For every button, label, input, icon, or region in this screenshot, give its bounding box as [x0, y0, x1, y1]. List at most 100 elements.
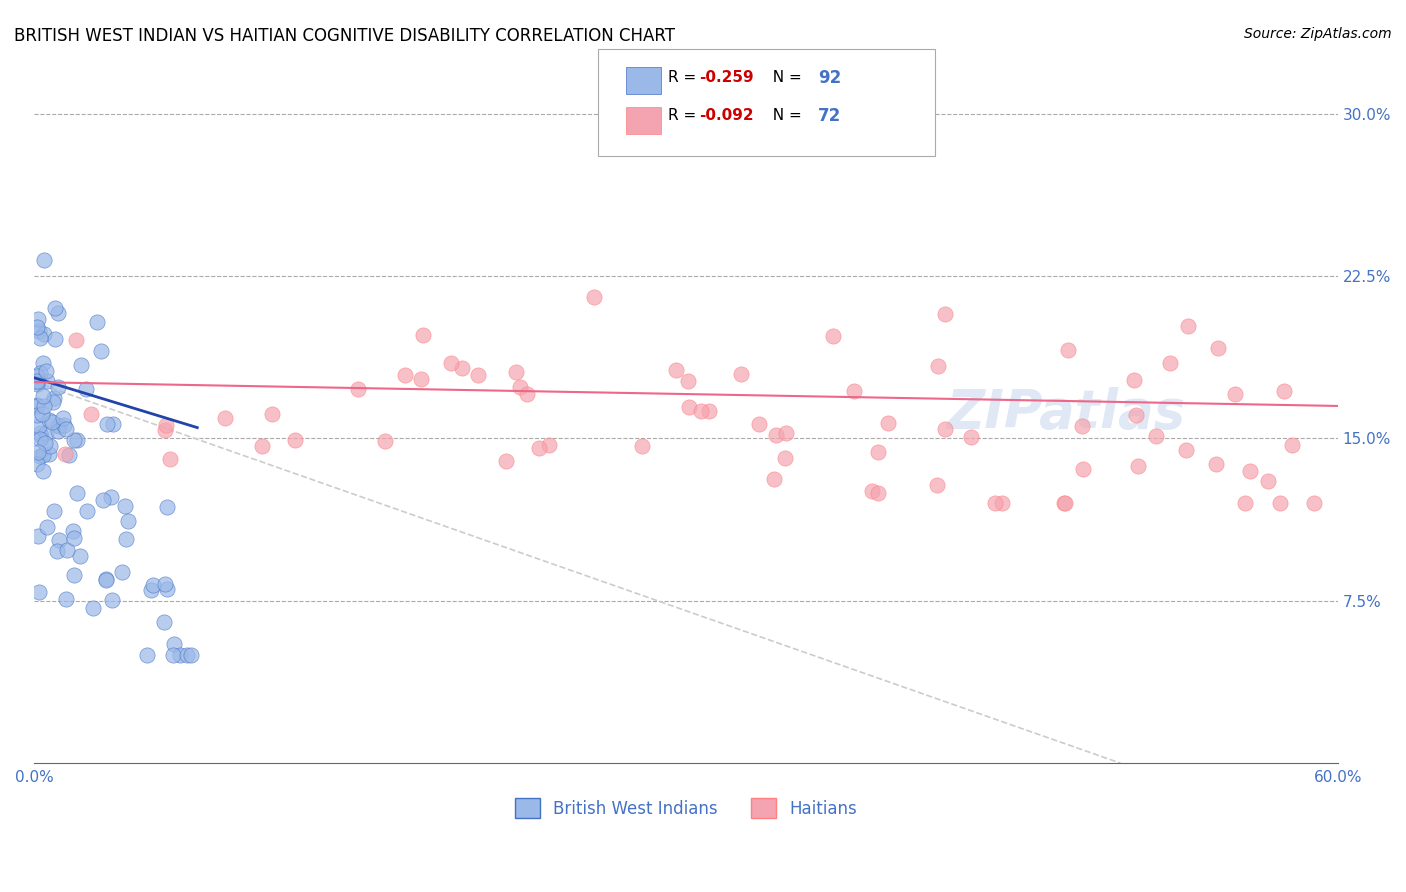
- Point: [156, 500, 179, 515]
- Point: [1073, 462, 1095, 476]
- Point: [28, 331, 51, 345]
- Point: [467, 368, 489, 382]
- Point: [665, 363, 688, 377]
- Point: [699, 404, 721, 418]
- Point: [156, 582, 179, 597]
- Point: [823, 328, 845, 343]
- Point: [1233, 496, 1256, 510]
- Point: [48, 533, 70, 548]
- Point: [44, 301, 66, 315]
- Point: [1122, 373, 1144, 387]
- Point: [28, 425, 51, 440]
- Text: BRITISH WEST INDIAN VS HAITIAN COGNITIVE DISABILITY CORRELATION CHART: BRITISH WEST INDIAN VS HAITIAN COGNITIVE…: [14, 27, 675, 45]
- Point: [46, 380, 69, 394]
- Point: [983, 496, 1005, 510]
- Point: [31, 388, 53, 402]
- Point: [176, 648, 198, 662]
- Point: [934, 422, 956, 436]
- Point: [374, 434, 396, 449]
- Point: [53, 417, 76, 432]
- Point: [32, 356, 55, 370]
- Point: [44, 332, 66, 346]
- Point: [32, 326, 55, 341]
- Point: [35, 374, 58, 388]
- Point: [52, 410, 75, 425]
- Point: [765, 428, 787, 442]
- Point: [27, 311, 49, 326]
- Point: [1053, 496, 1076, 510]
- Point: [114, 533, 136, 547]
- Point: [1281, 437, 1303, 451]
- Point: [25, 320, 48, 334]
- Point: [730, 367, 752, 381]
- Point: [70, 358, 93, 372]
- Point: [934, 307, 956, 321]
- Point: [866, 445, 889, 459]
- Point: [75, 382, 97, 396]
- Point: [25, 408, 48, 422]
- Point: [153, 577, 176, 591]
- Point: [440, 356, 463, 370]
- Point: [38, 413, 60, 427]
- Point: [93, 492, 115, 507]
- Point: [505, 365, 527, 379]
- Point: [94, 574, 117, 588]
- Point: [76, 504, 98, 518]
- Point: [28, 432, 51, 446]
- Point: [27, 529, 49, 543]
- Point: [25, 400, 48, 414]
- Point: [86, 315, 108, 329]
- Point: [25, 369, 48, 384]
- Point: [495, 454, 517, 468]
- Point: [46, 306, 69, 320]
- Point: [155, 417, 177, 432]
- Point: [775, 425, 797, 440]
- Point: [32, 253, 55, 268]
- Point: [25, 398, 48, 412]
- Point: [28, 324, 51, 338]
- Point: [31, 408, 53, 422]
- Point: [142, 578, 165, 592]
- Point: [62, 434, 84, 448]
- Point: [451, 361, 474, 376]
- Point: [162, 648, 184, 662]
- Point: [39, 439, 62, 453]
- Point: [169, 648, 191, 662]
- Point: [678, 400, 700, 414]
- Point: [28, 584, 51, 599]
- Text: R =: R =: [668, 70, 702, 85]
- Point: [48, 419, 70, 434]
- Point: [1144, 429, 1167, 443]
- Point: [284, 434, 307, 448]
- Point: [631, 440, 654, 454]
- Point: [214, 410, 236, 425]
- Point: [35, 425, 58, 440]
- Point: [30, 429, 52, 443]
- Point: [101, 417, 124, 432]
- Point: [101, 592, 124, 607]
- Point: [159, 451, 181, 466]
- Point: [582, 290, 605, 304]
- Point: [262, 407, 284, 421]
- Point: [32, 400, 55, 414]
- Point: [139, 583, 162, 598]
- Point: [62, 524, 84, 538]
- Point: [28, 449, 51, 463]
- Point: [1272, 384, 1295, 398]
- Point: [1268, 496, 1291, 510]
- Point: [37, 520, 59, 534]
- Point: [991, 496, 1014, 510]
- Point: [45, 544, 67, 558]
- Point: [252, 439, 274, 453]
- Point: [1159, 356, 1181, 370]
- Point: [1057, 343, 1080, 357]
- Point: [1054, 496, 1077, 510]
- Point: [32, 464, 55, 478]
- Point: [25, 457, 48, 471]
- Point: [516, 386, 538, 401]
- Point: [1223, 387, 1246, 401]
- Text: R =: R =: [668, 109, 702, 123]
- Point: [66, 433, 89, 447]
- Point: [155, 423, 177, 437]
- Text: Source: ZipAtlas.com: Source: ZipAtlas.com: [1244, 27, 1392, 41]
